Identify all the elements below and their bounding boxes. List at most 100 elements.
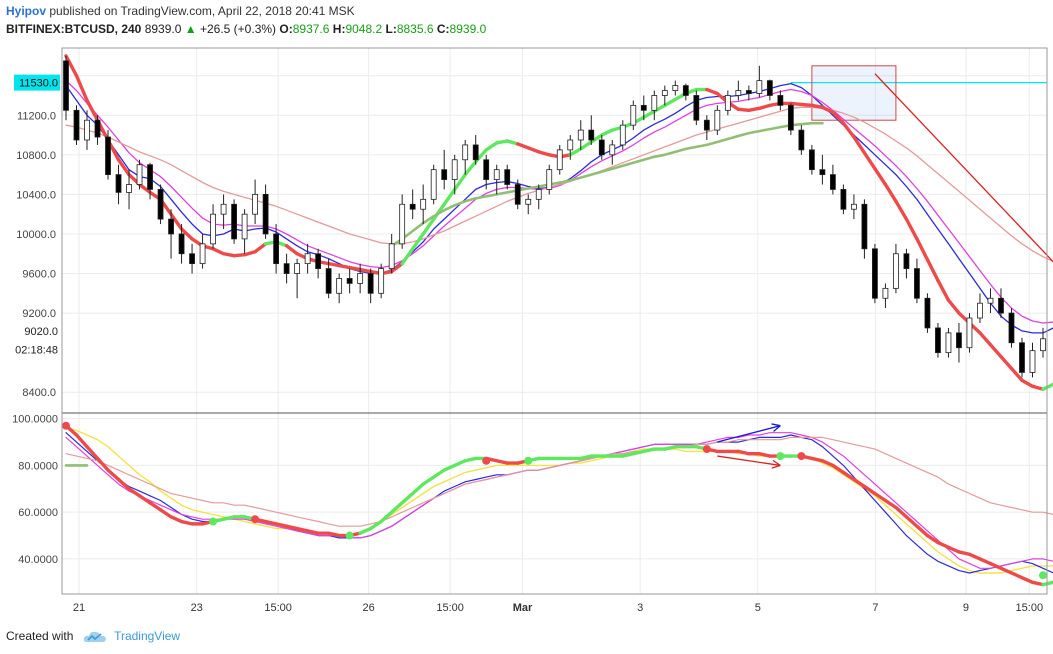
price-trend-line xyxy=(883,182,898,204)
price-tick-label: 8400.0 xyxy=(22,387,56,399)
oscillator-pane xyxy=(62,414,1047,594)
price-trend-line xyxy=(810,103,825,110)
price-trend-line xyxy=(64,54,79,78)
candle-up xyxy=(735,90,742,96)
osc-trend-line xyxy=(137,494,152,505)
price-tick-label: 9200.0 xyxy=(22,308,56,320)
candle-up xyxy=(893,253,899,289)
author-link[interactable]: Hyipov xyxy=(6,4,47,18)
cross-up-dot xyxy=(524,456,533,465)
candle-up xyxy=(451,159,458,180)
close-value: 8939.0 xyxy=(449,22,487,36)
cross-down-dot xyxy=(251,515,260,524)
price-marker-label: 9020.0 xyxy=(24,326,58,338)
candle-down xyxy=(157,189,164,220)
osc-trend-line xyxy=(379,510,394,524)
candle-up xyxy=(430,169,437,200)
close-key: C: xyxy=(436,22,450,36)
candle-up xyxy=(672,85,679,91)
osc-trend-line xyxy=(74,433,89,449)
price-tick-label: 9600.0 xyxy=(22,269,56,281)
osc-trend-line xyxy=(127,487,142,498)
osc-trend-line xyxy=(85,445,100,461)
osc-trend-line xyxy=(988,561,1003,570)
osc-trend-line xyxy=(736,449,751,456)
time-tick-label: 3 xyxy=(637,602,643,614)
candle-up xyxy=(199,243,206,265)
osc-trend-line xyxy=(999,566,1014,575)
price-trend-line xyxy=(347,265,362,272)
cross-down-dot xyxy=(62,421,70,430)
price-trend-line xyxy=(358,267,373,274)
candle-down xyxy=(703,119,710,131)
price-trend-line xyxy=(516,142,530,150)
candle-down xyxy=(73,109,80,141)
cross-up-dot xyxy=(209,517,218,526)
candle-up xyxy=(567,139,574,151)
candle-up xyxy=(399,203,406,245)
publish-line: Hyipov published on TradingView.com, Apr… xyxy=(6,3,1046,19)
candle-up xyxy=(294,263,301,274)
osc-up-arrow xyxy=(717,425,781,443)
candle-up xyxy=(525,198,532,205)
last-price: 8939.0 xyxy=(144,22,182,36)
candle-down xyxy=(840,189,847,210)
osc-trend-line xyxy=(305,529,320,535)
time-tick-label: 15:00 xyxy=(1016,602,1044,614)
candle-up xyxy=(84,119,90,141)
candle-down xyxy=(914,268,920,299)
osc-down-arrow-head xyxy=(771,459,781,469)
price-trend-line xyxy=(326,261,341,268)
symbol-label[interactable]: BITFINEX:BTCUSD, 240 xyxy=(6,22,142,36)
tradingview-link[interactable]: TradingView xyxy=(114,629,181,643)
candle-up xyxy=(241,213,248,240)
price-marker-label: 11530.0 xyxy=(19,78,58,90)
price-trend-line xyxy=(410,232,425,251)
price-trend-line xyxy=(1030,384,1045,391)
price-trend-line xyxy=(495,139,509,145)
candle-up xyxy=(651,95,658,111)
chart-canvas[interactable]: 8400.0 9200.0 9600.0 10000.0 10400.0 10800.0 1… xyxy=(0,44,1053,624)
osc-trend-line xyxy=(757,452,772,458)
time-tick-label: Mar xyxy=(513,602,533,614)
price-trend-line xyxy=(642,109,657,119)
candle-down xyxy=(588,129,595,141)
osc-stoch-yellow-line xyxy=(65,427,1053,574)
osc-trend-line xyxy=(810,456,825,463)
candle-up xyxy=(987,297,994,304)
osc-trend-line xyxy=(831,463,846,475)
osc-tick-label: 60.0000 xyxy=(18,507,58,519)
osc-trend-line xyxy=(431,468,446,479)
candle-up xyxy=(756,80,763,94)
candle-up xyxy=(882,287,889,299)
osc-trend-line xyxy=(883,498,898,510)
candle-up xyxy=(977,302,983,319)
high-key: H: xyxy=(332,22,346,36)
candle-up xyxy=(556,149,563,171)
candle-up xyxy=(210,213,216,245)
price-trend-line xyxy=(978,331,993,347)
candle-down xyxy=(787,104,794,131)
osc-trend-line xyxy=(463,456,478,463)
price-tick-label: 10400.0 xyxy=(16,189,56,201)
price-trend-line xyxy=(747,106,762,113)
candle-down xyxy=(1019,342,1025,373)
candle-down xyxy=(283,263,290,274)
ohlc-line: BITFINEX:BTCUSD, 240 8939.0 ▲ +26.5 (+0.… xyxy=(6,21,1046,37)
candle-down xyxy=(935,327,941,354)
time-tick-label: 23 xyxy=(191,602,203,614)
price-trend-line xyxy=(1020,378,1035,388)
candle-up xyxy=(420,198,427,210)
time-tick-label: 26 xyxy=(363,602,375,614)
candle-down xyxy=(472,144,479,161)
open-key: O: xyxy=(279,22,293,36)
candle-down xyxy=(262,193,269,235)
range-box xyxy=(811,65,897,121)
osc-trend-line xyxy=(1009,571,1024,580)
chart-border xyxy=(61,47,1048,595)
osc-trend-line xyxy=(925,533,940,545)
price-trend-line xyxy=(242,250,257,257)
price-trend-line xyxy=(221,252,236,258)
time-tick-label: 15:00 xyxy=(264,602,292,614)
price-trend-line xyxy=(820,105,835,114)
